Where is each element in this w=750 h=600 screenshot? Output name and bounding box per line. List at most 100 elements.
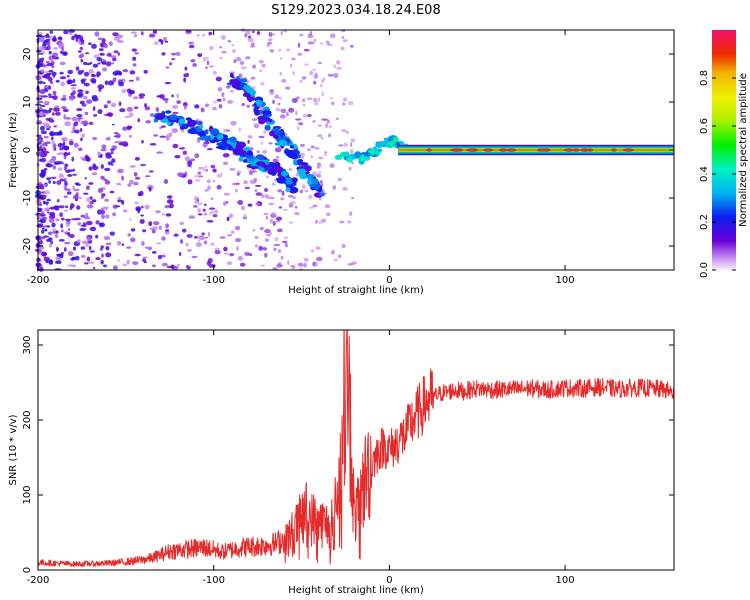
spectrogram-noise-blob: [89, 61, 93, 65]
spectrogram-noise-blob: [62, 108, 69, 113]
spectrogram-noise-blob: [310, 145, 315, 149]
spectrogram-noise-blob: [260, 81, 265, 86]
snr-x-tick-label: 100: [556, 575, 575, 586]
spectrogram-noise-blob: [122, 126, 128, 131]
spectrogram-noise-blob: [207, 231, 211, 237]
spectrogram-noise-blob: [341, 36, 345, 39]
spectrogram-noise-blob: [84, 177, 88, 180]
spectrogram-noise-blob: [74, 129, 80, 134]
spectrogram-noise-blob: [261, 63, 266, 68]
spectrogram-noise-blob: [129, 165, 136, 168]
spectrogram-noise-blob: [232, 44, 235, 47]
spectrogram-noise-blob: [243, 180, 248, 185]
spectrogram-noise-blob: [105, 246, 110, 251]
spectrogram-noise-blob: [37, 249, 43, 255]
flat-tone-band: [398, 149, 674, 151]
spectrogram-noise-blob: [86, 197, 91, 203]
spectrogram-noise-blob: [204, 236, 209, 239]
spectrogram-noise-blob: [51, 65, 55, 69]
spectrogram-noise-blob: [254, 236, 259, 239]
spectrogram-noise-blob: [180, 239, 183, 244]
flat-tone-peak: [455, 148, 463, 152]
spectrogram-noise-blob: [84, 71, 90, 77]
spectrogram-noise-blob: [100, 148, 107, 152]
spectrogram-noise-blob: [245, 30, 251, 35]
spectrogram-noise-blob: [203, 212, 208, 216]
spectrogram-noise-blob: [35, 134, 42, 138]
spectrogram-noise-blob: [41, 236, 46, 240]
spectrogram-noise-blob: [318, 172, 321, 176]
spectrogram-noise-blob: [326, 119, 330, 124]
spectrogram-noise-blob: [88, 69, 94, 74]
spectrogram-y-label: Frequency (Hz): [8, 112, 19, 188]
spectrogram-noise-blob: [161, 213, 165, 216]
spectrogram-noise-blob: [283, 30, 288, 33]
spectrogram-noise-blob: [38, 238, 43, 244]
spectrogram-noise-blob: [111, 102, 117, 108]
spectrogram-noise-blob: [75, 66, 80, 71]
spectrogram-noise-blob: [161, 236, 166, 241]
spectrogram-noise-blob: [258, 135, 265, 139]
spectrogram-noise-blob: [77, 70, 83, 75]
spectrogram-noise-blob: [183, 77, 187, 83]
spectrogram-signal-blob: [298, 162, 309, 166]
spectrogram-noise-blob: [314, 101, 319, 106]
spectrogram-noise-blob: [347, 263, 354, 266]
spectrogram-signal-blob: [285, 187, 291, 193]
spectrogram-noise-blob: [331, 250, 335, 255]
spectrogram-noise-blob: [39, 104, 46, 107]
spectrogram-noise-blob: [243, 213, 247, 218]
spectrogram-x-ticks: -200 -100 0 100: [27, 30, 575, 286]
colorbar-tick-label: 0.8: [699, 70, 710, 86]
spectrogram-noise-blob: [121, 243, 125, 247]
spectrogram-noise-blob: [159, 94, 165, 99]
spectrogram-noise-blob: [38, 59, 44, 62]
spectrogram-noise-blob: [63, 166, 68, 171]
spectrogram-noise-blob: [164, 205, 171, 209]
spectrogram-noise-blob: [274, 94, 280, 99]
spectrogram-noise-blob: [169, 203, 174, 209]
spectrogram-signal-blob: [258, 167, 265, 171]
spectrogram-signal-blob: [307, 178, 312, 185]
spectrogram-noise-blob: [138, 93, 146, 97]
spectrogram-noise-blob: [227, 234, 233, 237]
spectrogram-noise-blob: [339, 220, 345, 224]
spectrogram-noise-blob: [98, 87, 102, 92]
spectrogram-noise-blob: [121, 201, 125, 205]
spectrogram-noise-blob: [79, 128, 83, 132]
spectrogram-noise-blob: [53, 125, 57, 128]
spectrogram-noise-blob: [133, 181, 139, 186]
spectrogram-noise-blob: [226, 216, 230, 222]
spectrogram-noise-blob: [194, 174, 199, 178]
spectrogram-noise-blob: [76, 114, 83, 118]
spectrogram-noise-blob: [350, 142, 353, 147]
spectrogram-noise-blob: [209, 207, 216, 210]
spectrogram-noise-blob: [48, 237, 53, 242]
spectrogram-noise-blob: [110, 150, 114, 155]
spectrogram-noise-blob: [45, 38, 51, 42]
spectrogram-noise-blob: [70, 87, 76, 90]
spectrogram-noise-blob: [48, 180, 51, 184]
spectrogram-noise-blob: [212, 106, 217, 111]
spectrogram-noise-blob: [86, 99, 93, 104]
snr-x-tick-label: -200: [27, 575, 50, 586]
spectrogram-noise-blob: [282, 240, 288, 244]
spectrogram-noise-blob: [161, 262, 168, 267]
spectrogram-noise-blob: [244, 251, 250, 254]
spectrogram-noise-blob: [197, 208, 201, 213]
spectrogram-x-tick-label: 0: [386, 275, 392, 286]
spectrogram-noise-blob: [314, 219, 318, 224]
spectrogram-noise-blob: [57, 42, 64, 48]
spectrogram-noise-blob: [141, 205, 144, 209]
spectrogram-noise-blob: [72, 173, 77, 176]
spectrogram-noise-blob: [301, 156, 304, 159]
spectrogram-noise-blob: [298, 122, 304, 126]
spectrogram-noise-blob: [72, 126, 76, 132]
spectrogram-noise-blob: [187, 179, 193, 185]
spectrogram-noise-blob: [117, 197, 122, 201]
spectrogram-noise-blob: [111, 62, 115, 65]
spectrogram-noise-blob: [197, 53, 203, 58]
spectrogram-noise-blob: [59, 178, 65, 182]
spectrogram-noise-blob: [332, 185, 337, 190]
spectrogram-signal-blob: [255, 99, 262, 105]
